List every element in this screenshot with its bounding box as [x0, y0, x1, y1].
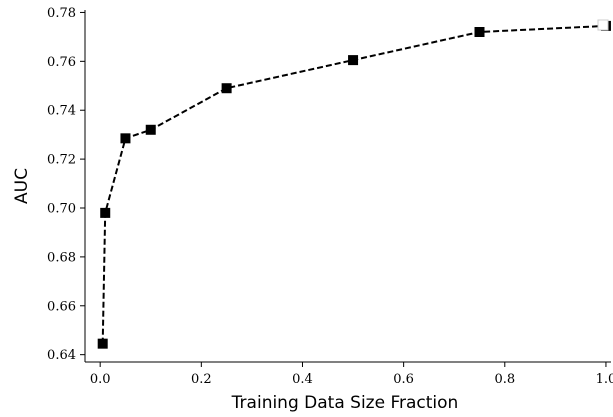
series-line: [101, 24, 606, 344]
data-point-marker: [221, 83, 232, 94]
data-point-marker: [120, 133, 131, 144]
y-tick-label: 0.64: [47, 348, 76, 363]
legend: [597, 19, 609, 31]
data-point-marker: [97, 338, 108, 349]
legend-marker: [597, 19, 609, 31]
x-tick-label: 0.8: [494, 372, 515, 387]
x-axis-title: Training Data Size Fraction: [231, 393, 459, 412]
series: [97, 20, 611, 349]
data-point-marker: [145, 124, 156, 135]
axes: [84, 10, 611, 363]
y-tick-label: 0.76: [47, 55, 76, 70]
x-tick-label: 1.0: [596, 372, 613, 387]
y-tick-label: 0.78: [47, 6, 76, 21]
y-tick-label: 0.70: [47, 202, 76, 217]
data-point-marker: [100, 207, 111, 218]
y-tick-label: 0.74: [47, 104, 76, 119]
x-tick-label: 0.0: [90, 372, 111, 387]
data-point-marker: [474, 27, 485, 37]
y-axis-title: AUC: [12, 168, 32, 204]
y-tick-label: 0.68: [47, 250, 76, 265]
y-tick-label: 0.66: [47, 299, 76, 314]
x-tick-label: 0.4: [292, 372, 313, 387]
y-tick-label: 0.72: [47, 153, 76, 168]
data-point-marker: [348, 55, 359, 66]
ticks: 0.0 0.2 0.4 0.6 0.8 1.0 0.64 0.66 0.68 0.70 0.72 0.…: [47, 6, 613, 387]
x-tick-label: 0.6: [393, 372, 414, 387]
x-tick-label: 0.2: [191, 372, 212, 387]
